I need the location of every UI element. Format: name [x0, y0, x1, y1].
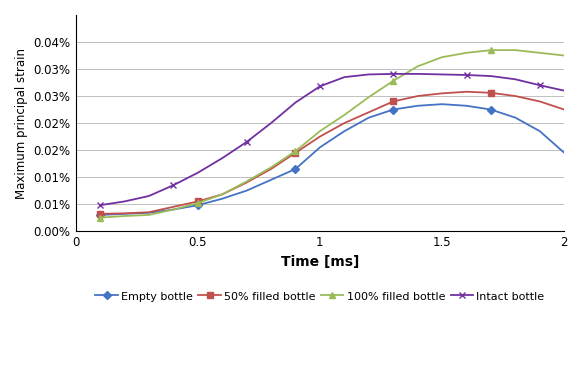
50% filled bottle: [243, 180, 250, 185]
50% filled bottle: [219, 192, 226, 197]
100% filled bottle: [389, 79, 396, 83]
Empty bottle: [561, 151, 568, 155]
X-axis label: Time [ms]: Time [ms]: [280, 255, 359, 269]
Empty bottle: [341, 129, 348, 134]
50% filled bottle: [463, 89, 470, 94]
100% filled bottle: [268, 165, 275, 170]
Empty bottle: [292, 167, 299, 171]
Intact bottle: [389, 72, 396, 76]
100% filled bottle: [243, 179, 250, 184]
50% filled bottle: [121, 211, 128, 216]
50% filled bottle: [487, 91, 494, 95]
Empty bottle: [414, 104, 421, 108]
100% filled bottle: [317, 129, 324, 134]
Empty bottle: [512, 115, 519, 120]
Intact bottle: [512, 77, 519, 82]
100% filled bottle: [487, 48, 494, 52]
Intact bottle: [292, 100, 299, 105]
50% filled bottle: [317, 134, 324, 139]
Intact bottle: [536, 83, 543, 88]
Intact bottle: [170, 183, 177, 187]
100% filled bottle: [145, 213, 152, 217]
50% filled bottle: [536, 99, 543, 104]
50% filled bottle: [414, 94, 421, 98]
Intact bottle: [219, 156, 226, 160]
Line: 50% filled bottle: 50% filled bottle: [97, 89, 567, 217]
Empty bottle: [170, 207, 177, 212]
Intact bottle: [243, 140, 250, 144]
50% filled bottle: [145, 210, 152, 214]
Empty bottle: [219, 197, 226, 201]
Intact bottle: [463, 73, 470, 77]
50% filled bottle: [268, 167, 275, 171]
Empty bottle: [121, 211, 128, 216]
Intact bottle: [487, 74, 494, 78]
50% filled bottle: [512, 94, 519, 98]
100% filled bottle: [536, 50, 543, 55]
50% filled bottle: [389, 99, 396, 104]
50% filled bottle: [194, 199, 201, 204]
50% filled bottle: [170, 204, 177, 209]
100% filled bottle: [96, 216, 103, 220]
Empty bottle: [243, 188, 250, 193]
Empty bottle: [438, 102, 445, 106]
Line: Intact bottle: Intact bottle: [97, 70, 568, 209]
Legend: Empty bottle, 50% filled bottle, 100% filled bottle, Intact bottle: Empty bottle, 50% filled bottle, 100% fi…: [96, 291, 545, 302]
Intact bottle: [121, 199, 128, 204]
Empty bottle: [194, 203, 201, 207]
Empty bottle: [536, 129, 543, 134]
Intact bottle: [268, 121, 275, 125]
Empty bottle: [268, 178, 275, 182]
Empty bottle: [366, 115, 373, 120]
Empty bottle: [317, 145, 324, 150]
Intact bottle: [194, 171, 201, 175]
100% filled bottle: [219, 192, 226, 197]
100% filled bottle: [341, 113, 348, 117]
Intact bottle: [145, 194, 152, 198]
100% filled bottle: [512, 48, 519, 52]
100% filled bottle: [561, 53, 568, 58]
100% filled bottle: [366, 95, 373, 99]
100% filled bottle: [121, 214, 128, 218]
Y-axis label: Maximum principal strain: Maximum principal strain: [15, 47, 28, 198]
Line: 100% filled bottle: 100% filled bottle: [97, 47, 568, 221]
Empty bottle: [389, 107, 396, 112]
Intact bottle: [366, 72, 373, 77]
50% filled bottle: [366, 110, 373, 115]
100% filled bottle: [292, 149, 299, 153]
Intact bottle: [438, 72, 445, 77]
Intact bottle: [561, 88, 568, 93]
50% filled bottle: [341, 121, 348, 125]
50% filled bottle: [292, 151, 299, 155]
Intact bottle: [317, 84, 324, 89]
50% filled bottle: [438, 91, 445, 96]
Intact bottle: [96, 203, 103, 207]
100% filled bottle: [194, 201, 201, 205]
Line: Empty bottle: Empty bottle: [97, 101, 567, 218]
Empty bottle: [96, 213, 103, 217]
Empty bottle: [145, 211, 152, 215]
50% filled bottle: [96, 211, 103, 216]
Intact bottle: [414, 72, 421, 76]
Empty bottle: [463, 104, 470, 108]
100% filled bottle: [438, 55, 445, 59]
100% filled bottle: [463, 50, 470, 55]
100% filled bottle: [170, 207, 177, 212]
50% filled bottle: [561, 107, 568, 112]
Empty bottle: [487, 107, 494, 112]
Intact bottle: [341, 75, 348, 79]
100% filled bottle: [414, 64, 421, 69]
